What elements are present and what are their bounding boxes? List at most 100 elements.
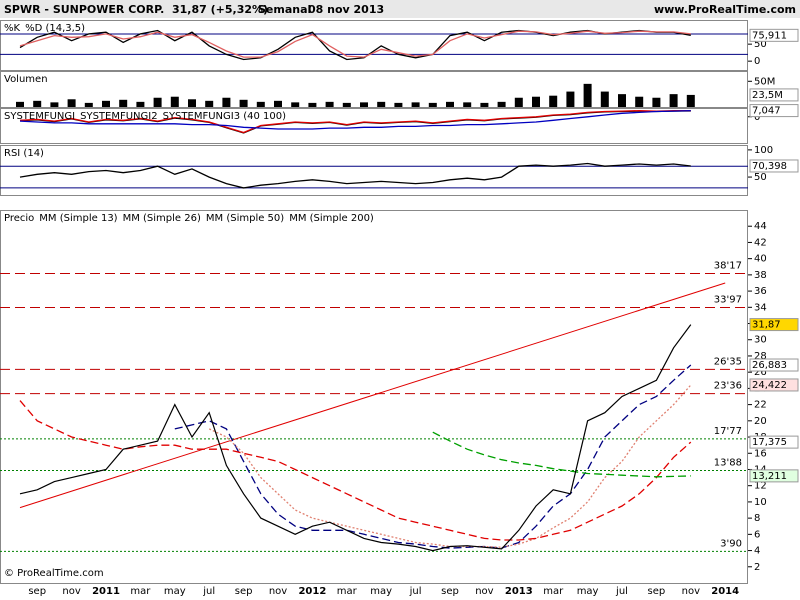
site: www.ProRealTime.com <box>654 3 796 16</box>
volume-bar <box>102 100 110 107</box>
volume-bar <box>600 91 609 107</box>
y-tick-label: 12 <box>754 481 767 492</box>
x-tick-label: sep <box>441 586 459 597</box>
volume-bar <box>411 102 420 107</box>
x-tick-label: nov <box>475 586 493 597</box>
y-tick-label: 20 <box>754 416 767 427</box>
level-label: 33'97 <box>714 295 742 306</box>
volume-bar <box>480 102 489 107</box>
value-tag <box>749 318 799 332</box>
panel-title: Volumen <box>4 74 48 85</box>
value-tag <box>749 435 799 449</box>
x-tick-label: may <box>577 586 599 597</box>
value-tag-label: 17,375 <box>752 437 787 448</box>
y-tick-label: 0 <box>754 112 760 123</box>
panel-title: MM (Simple 200) <box>289 213 374 224</box>
volume-bar <box>394 102 403 107</box>
volume-bar <box>652 97 661 107</box>
level-label: 17'77 <box>714 426 742 437</box>
volume-bar <box>446 101 454 107</box>
volume-bar <box>308 102 317 107</box>
series-line <box>174 364 692 549</box>
symbol: SPWR - SUNPOWER CORP. <box>4 3 164 16</box>
volume-bar <box>33 100 42 107</box>
date: 08 nov 2013 <box>308 3 384 16</box>
y-tick-label: 22 <box>754 400 767 411</box>
panel-title: MM (Simple 50) <box>206 213 284 224</box>
volume-bar <box>136 101 145 107</box>
volume-bar <box>566 91 575 107</box>
panel-title: SYSTEMFUNGI3 (40 100) <box>163 111 287 122</box>
volume-bar <box>16 101 24 107</box>
x-tick-label: sep <box>235 586 253 597</box>
x-tick-label: mar <box>543 586 564 597</box>
panel-title: %K <box>4 23 21 34</box>
volume-bar <box>342 102 351 107</box>
y-tick-label: 6 <box>754 529 760 540</box>
y-tick-label: 40 <box>754 254 767 265</box>
level-label: 23'36 <box>714 381 742 392</box>
value-tag <box>749 469 799 483</box>
value-tag <box>749 104 799 118</box>
value-tag <box>749 28 799 42</box>
volume-bar <box>428 102 437 107</box>
value-tag-label: 31,87 <box>752 320 781 331</box>
volume-bar <box>119 99 128 107</box>
panel-title: MM (Simple 13) <box>39 213 117 224</box>
header-bar <box>0 0 800 18</box>
y-tick-label: 4 <box>754 546 760 557</box>
y-tick-label: 26 <box>754 367 767 378</box>
volume-bar <box>618 94 626 107</box>
panel-title: MM (Simple 26) <box>123 213 201 224</box>
volume-bar <box>325 101 334 107</box>
trendline <box>19 282 726 509</box>
series-line <box>19 400 692 541</box>
footer: © ProRealTime.com <box>4 568 104 579</box>
volume-bar <box>463 102 472 107</box>
x-tick-label: 2011 <box>92 586 120 597</box>
y-tick-label: 34 <box>754 302 767 313</box>
y-tick-label: 50 <box>754 172 767 183</box>
volume-bar <box>549 95 558 107</box>
volume-bar <box>291 102 300 107</box>
panel <box>0 108 748 144</box>
volume-bar <box>205 100 214 107</box>
volume-bar <box>170 96 179 107</box>
panel-title: Precio <box>4 213 34 224</box>
value-tag <box>749 88 799 102</box>
volume-bar <box>84 102 93 107</box>
y-tick-label: 50 <box>754 39 767 50</box>
value-tag <box>749 358 799 372</box>
value-tag-label: 13,211 <box>752 471 787 482</box>
volume-bar <box>239 99 248 107</box>
volume-bar <box>256 101 265 107</box>
y-tick-label: 0 <box>754 56 760 67</box>
series-line <box>19 29 691 61</box>
panel-title: %D (14,3,5) <box>25 23 85 34</box>
x-tick-label: mar <box>337 586 358 597</box>
volume-bar <box>669 94 678 107</box>
x-tick-label: nov <box>269 586 287 597</box>
y-tick-label: 44 <box>754 221 767 232</box>
x-tick-label: nov <box>62 586 80 597</box>
volume-bar <box>50 102 59 107</box>
x-tick-label: jul <box>615 586 628 597</box>
panel <box>0 20 748 71</box>
volume-bar <box>274 100 282 107</box>
series-line <box>19 162 691 189</box>
x-tick-label: nov <box>682 586 700 597</box>
series-line <box>432 431 691 478</box>
y-tick-label: 100 <box>754 145 773 156</box>
x-tick-label: 2013 <box>505 586 533 597</box>
volume-bar <box>635 96 644 107</box>
volume-bar <box>67 99 76 107</box>
volume-bar <box>222 97 231 107</box>
volume-bar <box>153 97 162 107</box>
series-line <box>19 109 691 130</box>
volume-bar <box>686 94 695 107</box>
value-tag-label: 26,883 <box>752 360 787 371</box>
y-tick-label: 2 <box>754 562 760 573</box>
y-tick-label: 42 <box>754 237 767 248</box>
volume-bar <box>583 83 592 107</box>
